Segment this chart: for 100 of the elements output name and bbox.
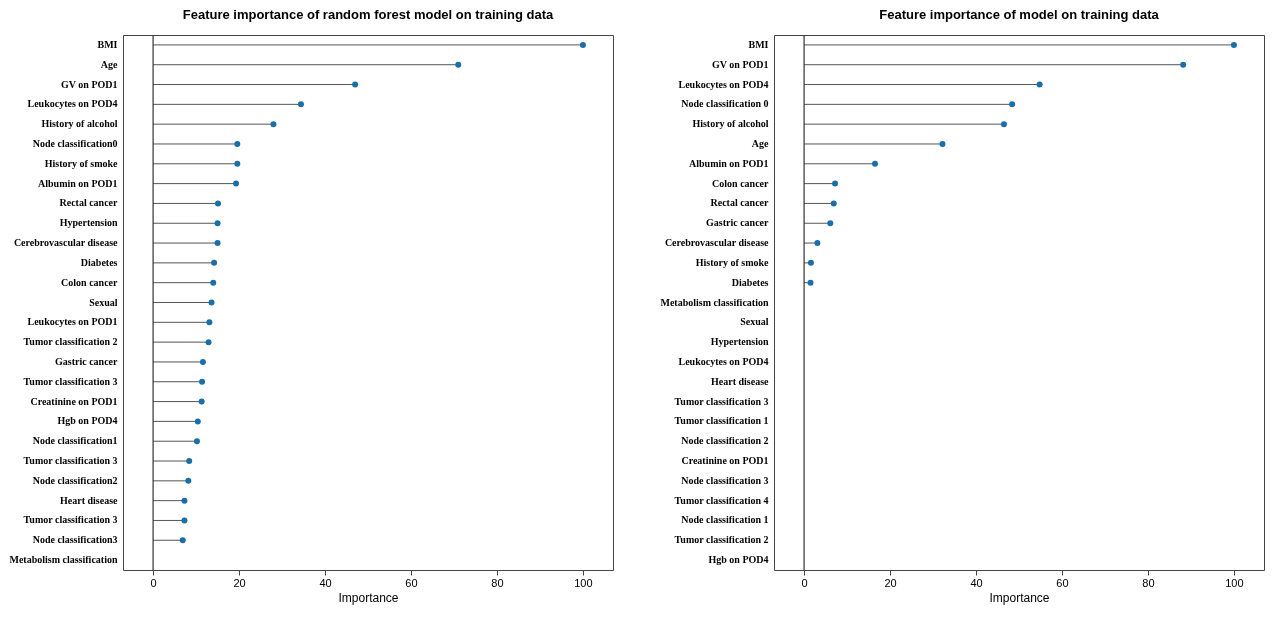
y-tick-label: Gastric cancer: [706, 217, 770, 229]
point: [827, 220, 834, 227]
point: [211, 259, 218, 266]
y-tick-label: Node classification 0: [681, 98, 769, 110]
x-tick-label: 60: [405, 576, 418, 589]
y-tick-label: History of smoke: [44, 157, 119, 169]
y-tick-label: Hypertension: [59, 217, 118, 229]
y-tick-label: Sexual: [740, 316, 769, 328]
y-tick-label: Rectal cancer: [710, 197, 770, 209]
y-tick-label: Node classification 2: [681, 435, 769, 447]
point: [832, 180, 839, 187]
y-tick-label: Cerebrovascular disease: [13, 237, 119, 249]
point: [181, 497, 188, 504]
y-tick-label: History of smoke: [695, 256, 770, 268]
y-tick-label: Colon cancer: [712, 177, 770, 189]
y-tick-label: Node classification1: [32, 435, 118, 447]
point: [210, 279, 217, 286]
y-tick-label: Leukocytes on POD4: [27, 98, 118, 110]
x-tick-label: 20: [233, 576, 246, 589]
y-tick-label: Heart disease: [60, 494, 119, 506]
point: [208, 299, 215, 306]
x-tick-label: 20: [884, 576, 897, 589]
y-tick-label: Node classification 1: [681, 514, 769, 526]
y-tick-label: Tumor classification 3: [23, 455, 118, 467]
y-tick-label: Tumor classification 4: [674, 494, 769, 506]
point: [193, 438, 200, 445]
y-tick-label: Node classification3: [32, 534, 118, 546]
y-tick-label: GV on POD1: [61, 78, 118, 90]
point: [234, 140, 241, 147]
y-tick-label: Leukocytes on POD1: [27, 316, 118, 328]
y-tick-label: Tumor classification 3: [23, 375, 118, 387]
y-tick-label: Creatinine on POD1: [681, 455, 769, 467]
point: [1180, 61, 1187, 68]
y-tick-label: Sexual: [89, 296, 118, 308]
point: [807, 259, 814, 266]
point: [194, 418, 201, 425]
y-tick-label: Node classification0: [32, 137, 118, 149]
point: [807, 279, 814, 286]
point: [579, 41, 586, 48]
point: [199, 358, 206, 365]
x-tick-label: 100: [574, 576, 593, 589]
point: [830, 200, 837, 207]
y-tick-label: Node classification 3: [681, 474, 769, 486]
y-tick-label: Tumor classification 3: [23, 514, 118, 526]
x-tick-label: 40: [970, 576, 983, 589]
y-tick-label: GV on POD1: [712, 58, 769, 70]
point: [186, 458, 193, 465]
y-tick-label: Tumor classification 2: [674, 534, 769, 546]
y-tick-label: Gastric cancer: [55, 355, 119, 367]
y-tick-label: Hypertension: [710, 336, 769, 348]
chart-title: Feature importance of random forest model on training data: [182, 7, 555, 23]
y-tick-label: Heart disease: [711, 375, 770, 387]
y-tick-label: History of alcohol: [692, 118, 769, 130]
y-tick-label: Leukocytes on POD4: [678, 355, 769, 367]
y-tick-label: Metabolism classification: [660, 296, 769, 308]
x-tick-label: 0: [801, 576, 808, 589]
y-tick-label: Cerebrovascular disease: [664, 237, 770, 249]
x-tick-label: 60: [1056, 576, 1069, 589]
x-tick-label: 100: [1225, 576, 1244, 589]
y-tick-label: Hgb on POD4: [708, 554, 769, 566]
y-tick-label: Albumin on POD1: [689, 157, 769, 169]
y-tick-label: Node classification2: [32, 474, 118, 486]
x-axis-title: Importance: [989, 590, 1050, 605]
point: [1009, 101, 1016, 108]
point: [214, 220, 221, 227]
point: [185, 477, 192, 484]
point: [939, 140, 946, 147]
y-tick-label: Age: [100, 58, 119, 70]
x-tick-label: 80: [491, 576, 504, 589]
x-tick-label: 80: [1142, 576, 1155, 589]
point: [270, 121, 277, 128]
y-tick-label: Leukocytes on POD4: [678, 78, 769, 90]
y-tick-label: Colon cancer: [61, 276, 119, 288]
y-tick-label: Hgb on POD4: [57, 415, 118, 427]
point: [297, 101, 304, 108]
point: [814, 240, 821, 247]
point: [352, 81, 359, 88]
x-axis-title: Importance: [338, 590, 399, 605]
x-tick-label: 0: [150, 576, 157, 589]
x-tick-label: 40: [319, 576, 332, 589]
y-tick-label: Age: [751, 137, 770, 149]
point: [455, 61, 462, 68]
point: [181, 517, 188, 524]
chart-title: Feature importance of model on training data: [879, 7, 1160, 23]
y-tick-label: History of alcohol: [41, 118, 118, 130]
point: [234, 160, 241, 167]
y-tick-label: Metabolism classification: [9, 554, 118, 566]
y-tick-label: Creatinine on POD1: [30, 395, 118, 407]
point: [198, 398, 205, 405]
point: [205, 339, 212, 346]
y-tick-label: BMI: [97, 38, 118, 50]
y-tick-label: Tumor classification 3: [674, 395, 769, 407]
y-tick-label: Tumor classification 2: [23, 336, 118, 348]
point: [233, 180, 240, 187]
y-tick-label: Diabetes: [731, 276, 769, 288]
point: [1230, 41, 1237, 48]
point: [872, 160, 879, 167]
point: [1000, 121, 1007, 128]
y-tick-label: BMI: [748, 38, 769, 50]
point: [206, 319, 213, 326]
